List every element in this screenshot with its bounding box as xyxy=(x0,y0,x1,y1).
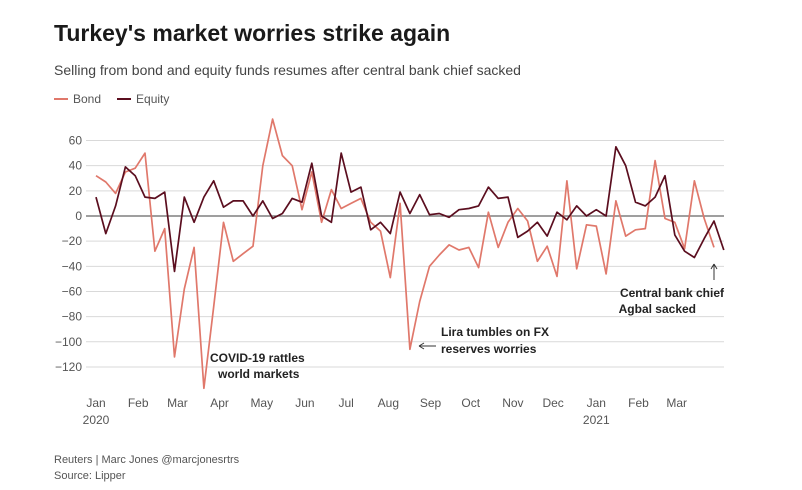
annotation-agbal-arrowhead xyxy=(710,263,718,270)
legend-swatch-equity xyxy=(117,98,132,100)
x-tick-label: Feb xyxy=(128,396,149,410)
x-tick-label: Oct xyxy=(461,396,480,410)
x-tick-label: Sep xyxy=(420,396,442,410)
x-tick-label: Mar xyxy=(167,396,188,410)
annotation-lira-arrowhead xyxy=(418,342,425,350)
x-tick-label: Jan xyxy=(587,396,606,410)
legend-swatch-bond xyxy=(54,98,68,100)
x-tick-label: Mar xyxy=(666,396,687,410)
series-line-equity xyxy=(95,145,725,273)
annotation-agbal-line2: Agbal sacked xyxy=(619,302,696,316)
y-tick-label: −60 xyxy=(62,284,83,298)
legend-label-bond: Bond xyxy=(73,92,102,106)
y-tick-label: −100 xyxy=(55,335,82,349)
annotation-lira-line1: Lira tumbles on FX xyxy=(441,325,549,339)
x-tick-label: Feb xyxy=(628,396,649,410)
x-tick-label: Apr xyxy=(210,396,229,410)
credit-line: Reuters | Marc Jones @marcjonesrtrs xyxy=(54,454,240,466)
y-tick-label: −40 xyxy=(62,259,83,273)
annotation-lira-line2: reserves worries xyxy=(441,342,537,356)
y-axis-ticks: 60 40 20 0 −20 −40 −60 −80 −100 −120 xyxy=(55,134,82,374)
x-tick-label: May xyxy=(250,396,273,410)
y-tick-label: 0 xyxy=(75,209,82,223)
annotation-agbal-line1: Central bank chief xyxy=(620,286,725,300)
annotation-agbal: Central bank chief Agbal sacked xyxy=(619,263,725,316)
legend-item-bond: Bond xyxy=(54,92,101,106)
x-tick-label: Nov xyxy=(502,396,523,410)
footer: Reuters | Marc Jones @marcjonesrtrs Sour… xyxy=(54,452,239,484)
x-tick-label: Dec xyxy=(542,396,563,410)
x-tick-label: Jun xyxy=(295,396,314,410)
source-line: Source: Lipper xyxy=(54,470,126,482)
x-tick-label: Jan xyxy=(86,396,105,410)
y-tick-label: −120 xyxy=(55,360,82,374)
x-axis-ticks: Jan 2020 Feb Mar Apr May Jun Jul Aug Sep Oct Nov Dec… xyxy=(83,396,687,427)
legend: Bond Equity xyxy=(54,92,169,106)
y-tick-label: 40 xyxy=(69,159,83,173)
legend-label-equity: Equity xyxy=(136,92,170,106)
series-line-bond xyxy=(95,118,715,390)
y-tick-label: −20 xyxy=(62,234,83,248)
chart-subtitle: Selling from bond and equity funds resum… xyxy=(54,62,521,78)
annotation-covid-line1: COVID-19 rattles xyxy=(210,351,305,365)
y-tick-label: −80 xyxy=(62,310,83,324)
annotation-covid: COVID-19 rattles world markets xyxy=(210,351,305,381)
annotation-lira: Lira tumbles on FX reserves worries xyxy=(418,325,549,356)
x-tick-label: Aug xyxy=(378,396,399,410)
x-tick-year: 2020 xyxy=(83,413,110,427)
y-tick-label: 60 xyxy=(69,134,83,148)
gridlines xyxy=(86,140,724,368)
chart-title: Turkey's market worries strike again xyxy=(54,20,451,46)
y-tick-label: 20 xyxy=(69,184,83,198)
series-lines xyxy=(95,118,725,390)
legend-item-equity: Equity xyxy=(117,92,169,106)
x-tick-year: 2021 xyxy=(583,413,610,427)
x-tick-label: Jul xyxy=(338,396,353,410)
annotation-covid-line2: world markets xyxy=(217,367,300,381)
